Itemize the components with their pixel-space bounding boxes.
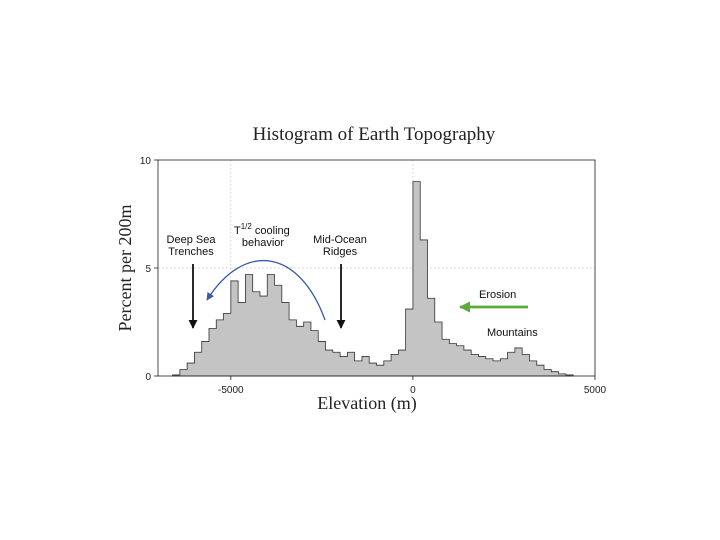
y-tick-label: 10 (140, 156, 152, 167)
annotation-ridges: Ridges (323, 246, 358, 258)
annotation-mid-ocean: Mid-Ocean (313, 234, 367, 246)
x-tick-label: -5000 (218, 385, 244, 396)
annotation-erosion: Erosion (479, 289, 516, 301)
annotation-mountains: Mountains (487, 327, 538, 339)
histogram-bars (172, 181, 574, 377)
annotation-cooling-superscript: 1/2 (241, 222, 253, 231)
x-tick-label: 5000 (584, 385, 607, 396)
annotation-cooling-behavior: behavior (242, 237, 285, 249)
annotation-cooling-t: T (234, 225, 241, 237)
annotation-trenches: Trenches (168, 246, 214, 258)
cooling-arrow (206, 260, 326, 321)
y-tick-label: 0 (145, 372, 151, 383)
annotation-cooling-word: cooling (252, 225, 290, 237)
axis-ticks: -5000 0 5000 0 5 10 (140, 156, 607, 396)
y-axis-label: Percent per 200m (115, 205, 135, 332)
chart-title: Histogram of Earth Topography (253, 124, 496, 145)
y-tick-label: 5 (145, 264, 151, 275)
x-tick-label: 0 (410, 385, 416, 396)
x-axis-label: Elevation (m) (317, 393, 416, 414)
annotation-cooling-line1: T1/2 cooling (234, 222, 290, 237)
annotation-deep-sea: Deep Sea (167, 234, 217, 246)
